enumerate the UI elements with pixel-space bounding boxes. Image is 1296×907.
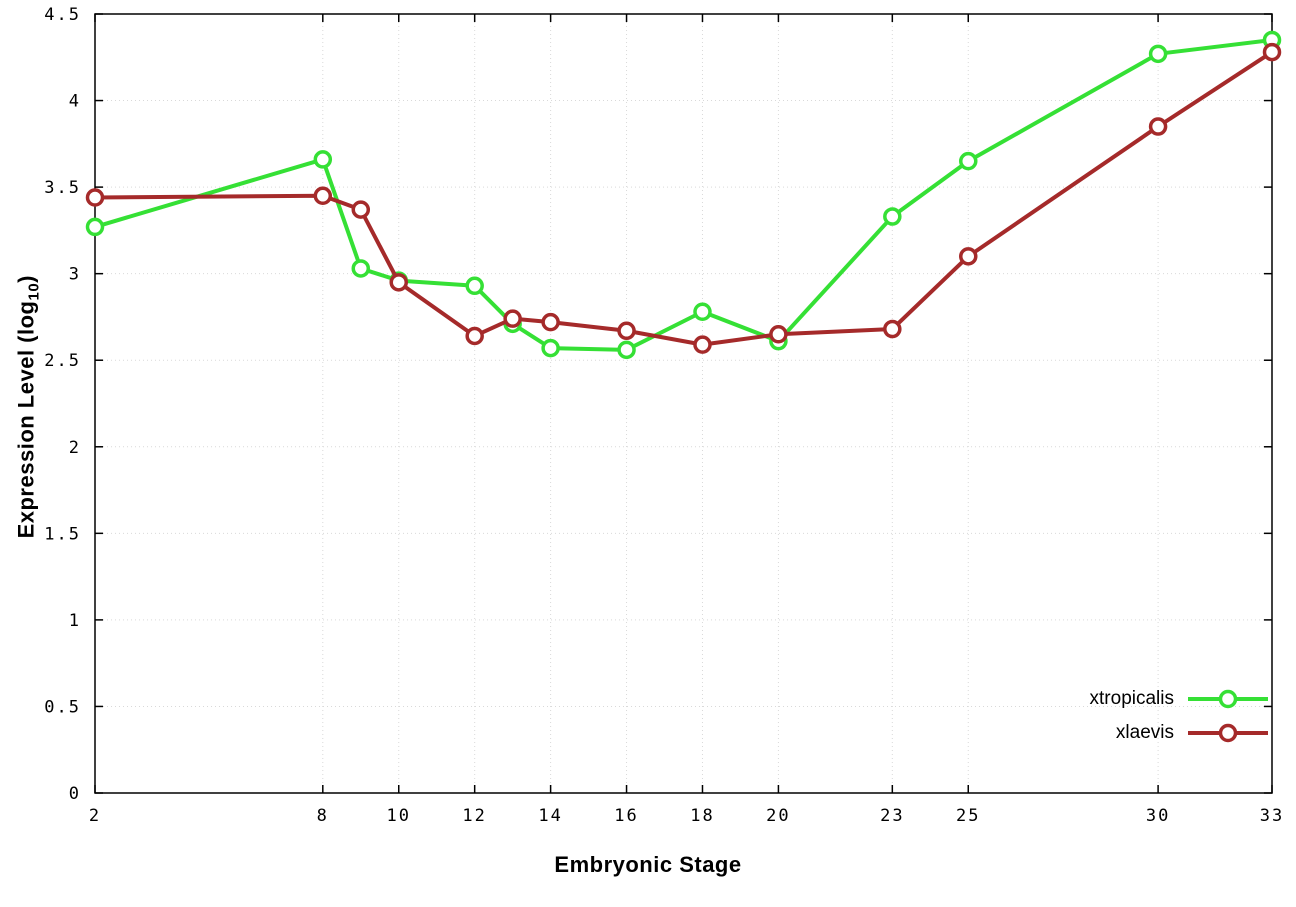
y-tick-label: 3 (69, 265, 81, 285)
data-point-xtropicalis (959, 151, 978, 171)
y-axis-label-pre: Expression Level (log (13, 300, 39, 539)
x-tick-label: 23 (880, 806, 904, 826)
x-tick-label: 10 (386, 806, 410, 826)
x-tick-label: 20 (766, 806, 790, 826)
data-point-xtropicalis (313, 150, 333, 169)
y-axis-label: Expression Level (log10) (13, 127, 42, 687)
data-point-xlaevis (85, 188, 105, 207)
data-point-xlaevis (617, 321, 636, 341)
data-point-xlaevis (883, 319, 902, 339)
y-tick-label: 3.5 (44, 178, 81, 198)
legend-item-xtropicalis: xtropicalis (1090, 686, 1270, 712)
y-tick-label: 4 (69, 92, 81, 112)
legend-label-xlaevis: xlaevis (1115, 722, 1174, 743)
series-xtropicalis (85, 30, 1282, 360)
y-tick-label: 1.5 (44, 524, 81, 544)
legend: xtropicalis xlaevis (1090, 686, 1270, 746)
x-axis-label: Embryonic Stage (554, 852, 742, 877)
x-tick-label: 14 (538, 806, 562, 826)
legend-item-xlaevis: xlaevis (1090, 720, 1270, 746)
data-point-xlaevis (389, 273, 408, 292)
data-point-xtropicalis (465, 276, 484, 296)
y-tick-label: 4.5 (44, 5, 81, 25)
legend-sample-xtropicalis (1188, 689, 1268, 709)
x-tick-label: 30 (1146, 806, 1170, 826)
data-point-xtropicalis (617, 340, 636, 360)
data-point-xtropicalis (693, 302, 712, 322)
data-point-xlaevis (1262, 42, 1282, 62)
y-tick-label: 1 (69, 611, 81, 631)
y-tick-label: 2 (69, 438, 81, 458)
x-tick-label: 16 (614, 806, 638, 826)
y-axis-label-sub: 10 (25, 282, 43, 301)
data-point-xlaevis (959, 247, 978, 266)
data-point-xlaevis (693, 335, 712, 354)
x-tick-label: 2 (89, 806, 101, 826)
plot-border (94, 13, 1273, 794)
data-point-xtropicalis (85, 217, 105, 237)
data-point-xtropicalis (541, 338, 560, 358)
series-line-xlaevis (93, 50, 1274, 347)
data-point-xlaevis (313, 186, 333, 206)
y-tick-label: 2.5 (44, 351, 81, 371)
gridlines (94, 13, 1273, 794)
data-point-xtropicalis (883, 207, 902, 226)
x-tick-label: 25 (956, 806, 980, 826)
data-point-xlaevis (1148, 117, 1168, 136)
data-point-xlaevis (769, 325, 788, 344)
data-point-xlaevis (351, 200, 371, 219)
series-xlaevis (85, 42, 1282, 354)
x-tick-label: 33 (1260, 806, 1284, 826)
legend-label-xtropicalis: xtropicalis (1089, 688, 1174, 709)
x-tick-label: 8 (317, 806, 329, 826)
y-axis-label-post: ) (13, 274, 39, 283)
tick-marks (94, 13, 1273, 794)
data-point-xtropicalis (351, 259, 371, 278)
data-point-xtropicalis (1148, 44, 1168, 64)
y-tick-label: 0 (69, 784, 81, 804)
x-tick-label: 18 (690, 806, 714, 826)
legend-sample-xlaevis (1188, 723, 1268, 743)
tick-labels: 2 8 10 12 14 16 18 20 23 25 30 33 0 0.5 1 1.5 2 2.5 3 3.5 4 4… (44, 5, 1284, 826)
y-tick-label: 0.5 (44, 697, 81, 717)
data-point-xlaevis (503, 309, 522, 328)
data-point-xlaevis (465, 326, 484, 346)
x-tick-label: 12 (462, 806, 486, 826)
data-point-xlaevis (541, 312, 560, 332)
